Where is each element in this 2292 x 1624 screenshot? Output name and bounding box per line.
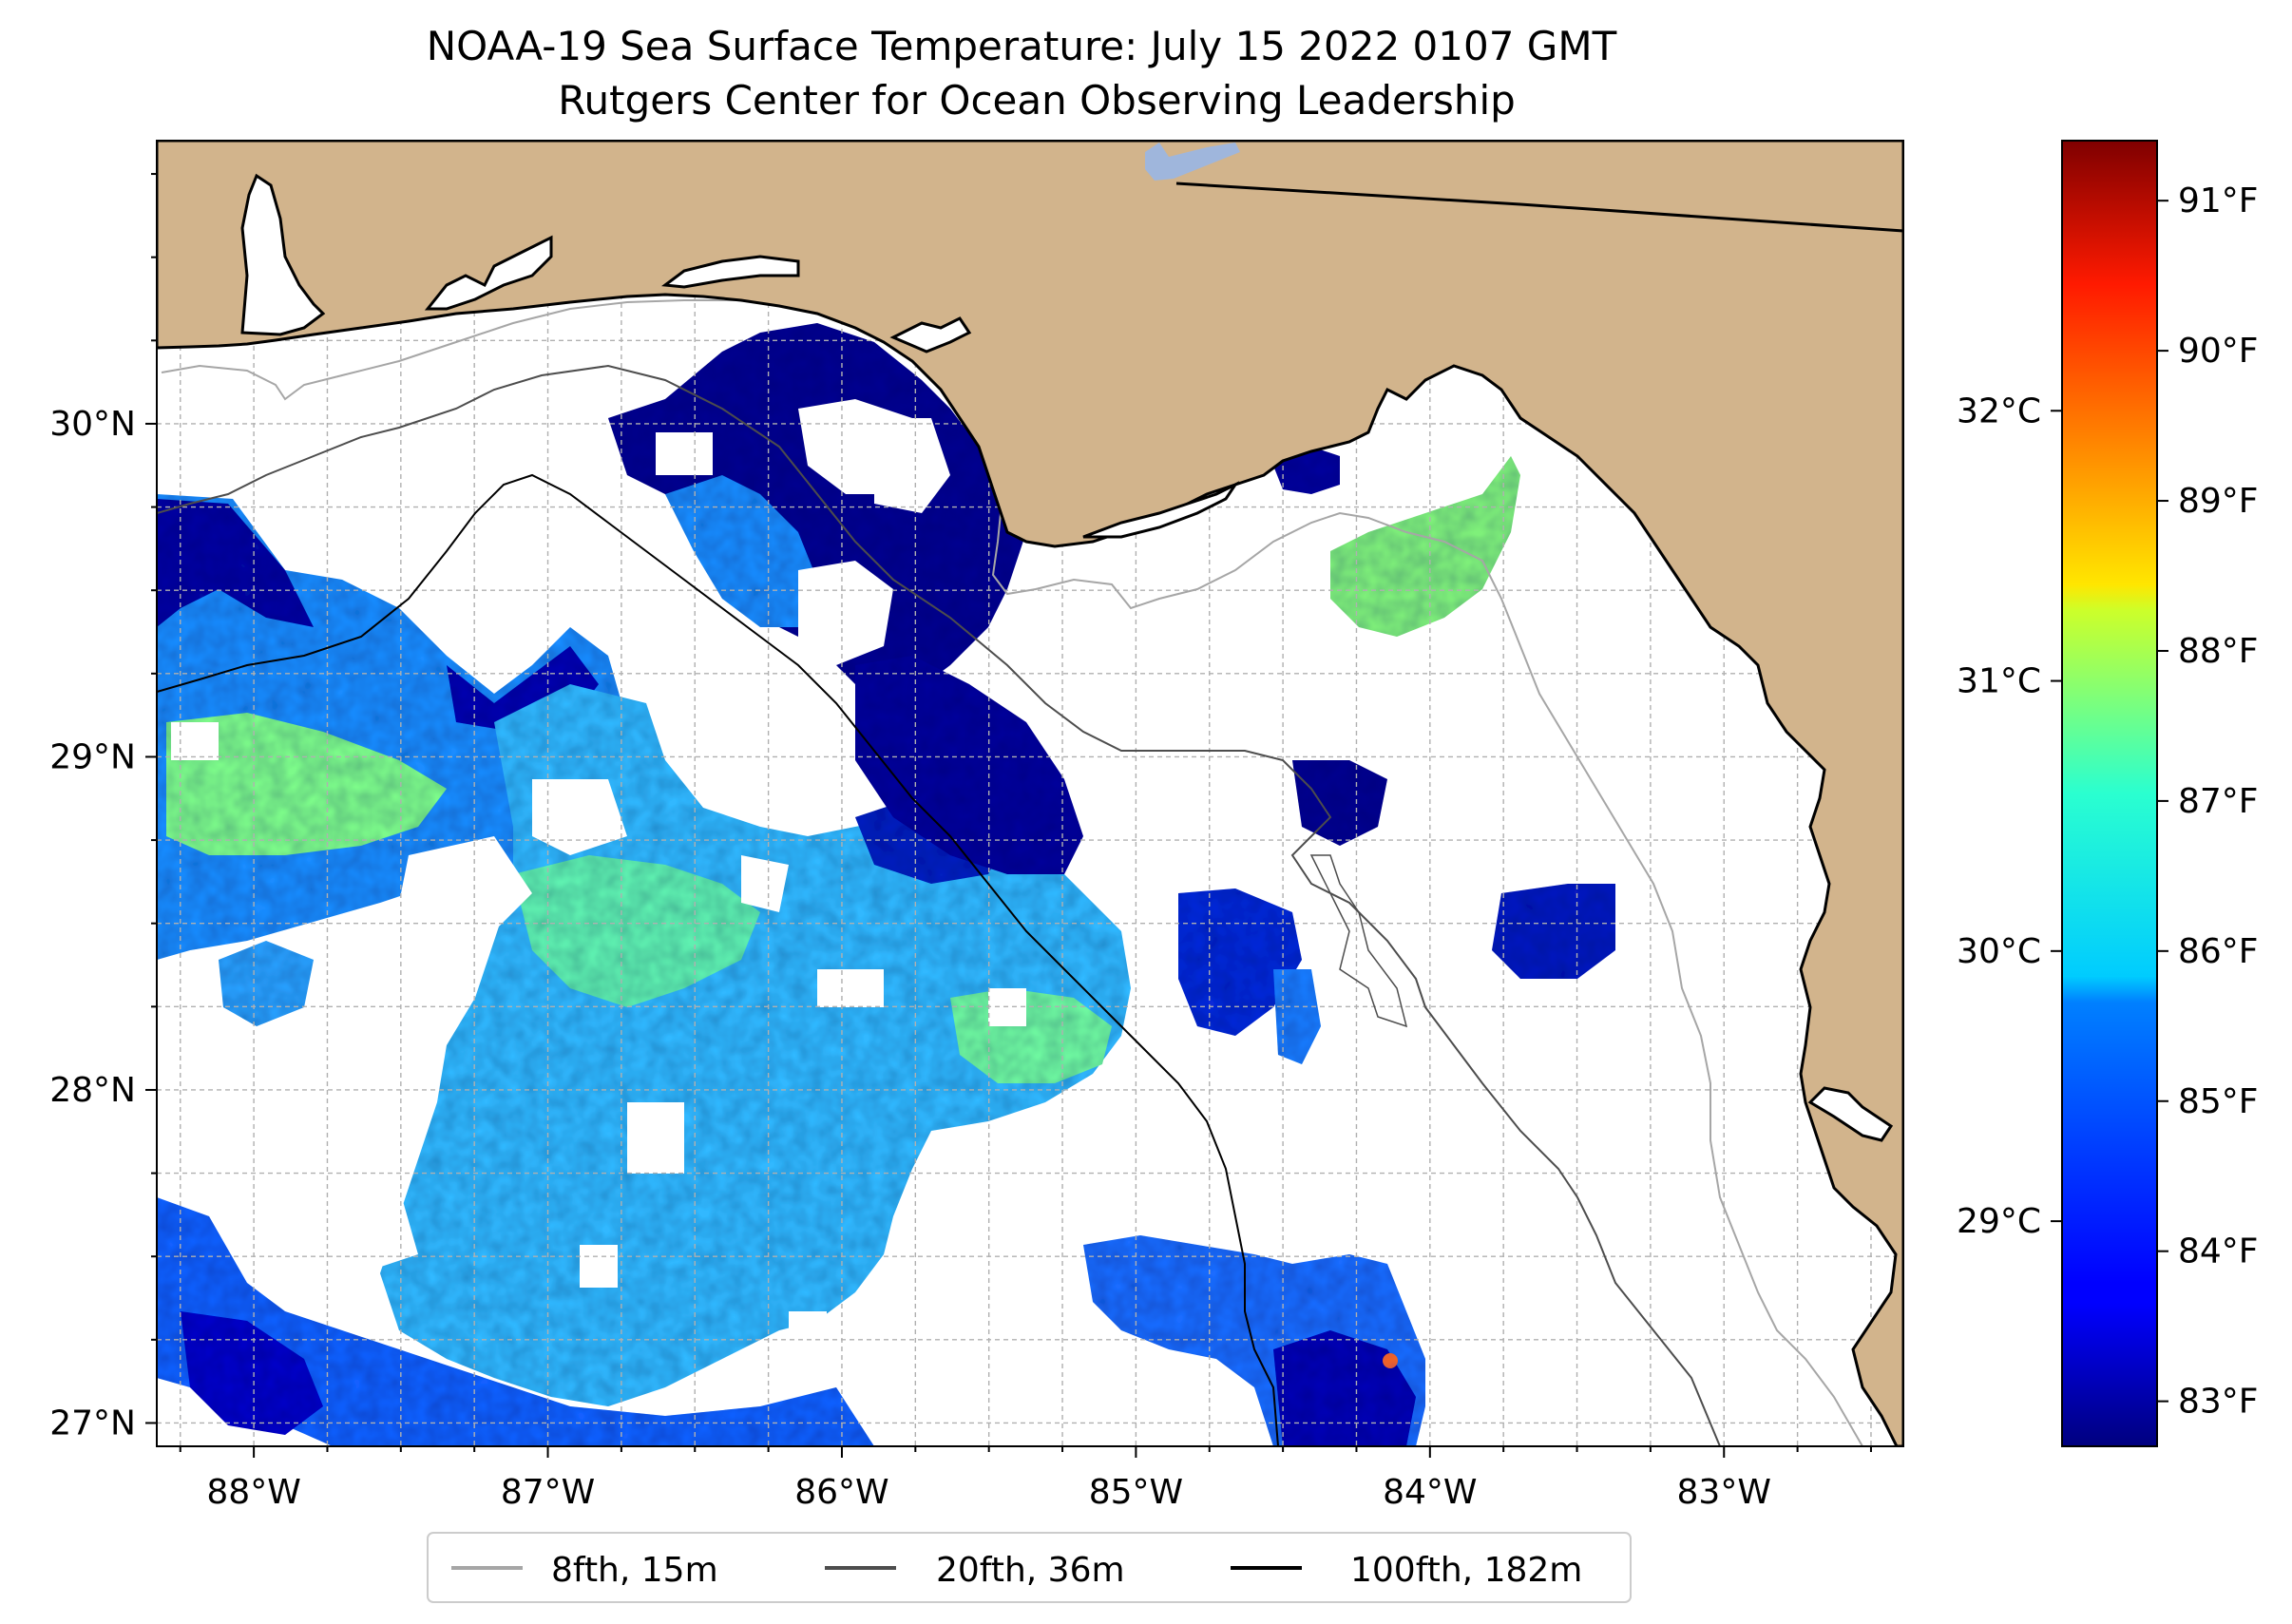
colorbar-c-label: 31°C	[1957, 662, 2041, 701]
sst-patch-southwest-dark	[181, 1311, 323, 1435]
lake	[1145, 143, 1240, 181]
x-tick-label: 85°W	[1089, 1473, 1183, 1512]
sst-patch-north-mid	[665, 475, 817, 627]
land-mainland	[157, 141, 1903, 1446]
contour-legend: 8fth, 15m 20fth, 36m 100fth, 182m	[427, 1532, 1632, 1603]
x-tick-label: 84°W	[1383, 1473, 1477, 1512]
map-frame	[156, 140, 1904, 1447]
sst-hotspot	[1383, 1353, 1398, 1368]
x-tick-label: 88°W	[206, 1473, 300, 1512]
y-tick-label: 27°N	[49, 1404, 136, 1442]
land-bay-stjoe	[889, 316, 972, 353]
contour-20fth	[157, 364, 1721, 1446]
land-bay-choctaw	[661, 255, 800, 289]
colorbar-f-label: 84°F	[2178, 1232, 2259, 1271]
land-bay-apalachicola	[1082, 481, 1240, 539]
state-border	[1175, 182, 1903, 233]
colorbar-f-label: 88°F	[2178, 632, 2259, 671]
land-layer	[157, 141, 1903, 1446]
x-tick-label: 86°W	[794, 1473, 888, 1512]
colorbar-c-label: 30°C	[1957, 932, 2041, 971]
title-line1: NOAA-19 Sea Surface Temperature: July 15…	[427, 23, 1617, 69]
contour-8fth	[161, 299, 1863, 1446]
colorbar-f-label: 87°F	[2178, 782, 2259, 821]
colorbar-c-label: 32°C	[1957, 392, 2041, 430]
title-line2: Rutgers Center for Ocean Observing Leade…	[558, 77, 1516, 124]
sst-gaps	[171, 399, 1026, 1368]
sst-patch-southeast-dark	[1273, 1330, 1416, 1446]
sst-patch-east-d	[1273, 969, 1321, 1064]
colorbar-fahrenheit-axis: 91°F 90°F 89°F 88°F 87°F 86°F 85°F 84°F 83°F	[2157, 182, 2259, 1422]
contour-100fth	[157, 473, 1279, 1446]
y-axis: 30°N 29°N 28°N 27°N	[49, 173, 157, 1442]
colorbar-f-label: 89°F	[2178, 482, 2259, 521]
sst-data-layer	[157, 323, 1615, 1446]
sst-patch-north-dark	[608, 323, 1026, 694]
sst-patch-east-c	[1492, 884, 1615, 979]
x-axis: 88°W 87°W 86°W 85°W 84°W 83°W	[179, 1446, 1872, 1512]
sst-patch-north-dark2	[855, 656, 1083, 874]
land-mobile-bay	[240, 173, 326, 336]
land-bay-tampa	[1807, 1086, 1894, 1142]
colorbar	[2061, 140, 2158, 1447]
x-tick-label: 83°W	[1677, 1473, 1771, 1512]
sst-patch-east-b	[1292, 760, 1387, 846]
sst-patch-central-warm	[513, 855, 760, 1007]
contour-bigbend-detail	[1309, 854, 1408, 1028]
y-tick-label: 30°N	[49, 405, 136, 444]
y-tick-label: 28°N	[49, 1071, 136, 1110]
x-tick-label: 87°W	[501, 1473, 595, 1512]
sst-patch-west-lower	[219, 941, 314, 1026]
colorbar-f-label: 85°F	[2178, 1082, 2259, 1121]
colorbar-f-label: 86°F	[2178, 932, 2259, 971]
colorbar-celsius-axis: 32°C 31°C 30°C 29°C	[1957, 392, 2062, 1241]
legend-box	[427, 1532, 1632, 1603]
sst-patch-apalachee	[1330, 456, 1520, 637]
sst-patch-southwest	[157, 1197, 874, 1446]
colorbar-f-label: 91°F	[2178, 182, 2259, 220]
legend-label-100fth: 100fth, 182m	[1350, 1551, 1582, 1590]
legend-label-8fth: 8fth, 15m	[551, 1551, 718, 1590]
sst-patch-west-dark	[157, 499, 314, 627]
map-area	[157, 141, 1903, 1446]
y-tick-label: 29°N	[49, 737, 136, 776]
legend-label-20fth: 20fth, 36m	[936, 1551, 1125, 1590]
bathymetry-contours	[157, 299, 1863, 1446]
colorbar-f-label: 90°F	[2178, 332, 2259, 371]
sst-patch-west-warm	[166, 713, 447, 855]
land-bay-pensacola	[424, 235, 553, 311]
colorbar-c-label: 29°C	[1957, 1202, 2041, 1241]
colorbar-f-label: 83°F	[2178, 1383, 2259, 1422]
